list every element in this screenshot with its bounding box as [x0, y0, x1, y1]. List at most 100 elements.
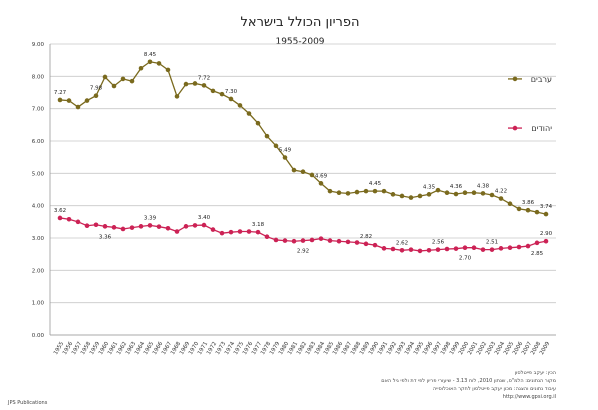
legend-marker-0 [512, 76, 518, 82]
data-point-1-1968 [174, 229, 180, 234]
data-point-0-1995 [417, 193, 423, 199]
data-point-0-2004 [498, 196, 504, 201]
data-labels: 7.27 8.45 7.98 7.72 7.30 5.49 4.69 4.45 4.35 4.36… [54, 52, 553, 262]
data-point-0-1961 [111, 83, 117, 89]
data-point-0-1981 [291, 167, 297, 173]
data-label-1-6: 2.82 [360, 234, 372, 240]
data-point-0-1986 [336, 190, 342, 196]
data-point-0-1983 [309, 172, 315, 178]
data-point-1-2008 [534, 240, 540, 246]
data-point-1-1990 [372, 242, 378, 248]
data-point-0-1964 [138, 65, 144, 71]
data-label-0-6: 4.69 [315, 173, 328, 179]
data-point-1-1974 [228, 229, 234, 235]
data-point-1-1955 [57, 215, 63, 221]
source-line-3: עיבוד נתונים והצגה: מכון יעקב פייטלסון ל… [433, 386, 556, 392]
legend-label-0: ערבים [531, 75, 552, 84]
data-point-0-1955 [57, 97, 63, 103]
gridlines [49, 43, 556, 336]
data-point-0-1999 [453, 191, 459, 197]
chart-subtitle: 1955-2009 [275, 37, 324, 47]
data-point-0-1958 [84, 98, 90, 103]
data-point-1-1998 [444, 246, 450, 252]
data-point-1-1988 [354, 240, 360, 245]
y-tick-label-6: 6.00 [32, 139, 45, 145]
data-point-1-1973 [219, 230, 225, 236]
data-label-1-9: 2.70 [459, 256, 472, 262]
data-label-0-7: 4.45 [369, 181, 382, 187]
data-point-0-1972 [210, 88, 216, 94]
data-point-1-1959 [93, 222, 99, 228]
data-point-1-1957 [75, 219, 81, 225]
y-tick-label-0: 0.00 [32, 333, 45, 339]
data-point-1-1964 [138, 224, 144, 229]
data-point-0-1992 [390, 192, 396, 197]
data-point-0-1988 [354, 189, 360, 195]
data-point-1-2003 [489, 247, 495, 252]
data-point-0-1967 [165, 67, 171, 73]
data-point-0-1970 [192, 81, 198, 86]
data-point-1-1956 [66, 216, 72, 222]
data-label-1-5: 2.92 [297, 249, 309, 255]
data-point-1-1992 [390, 246, 396, 252]
y-tick-label-2: 2.00 [32, 268, 45, 274]
data-point-1-2006 [516, 244, 522, 250]
data-point-0-1976 [246, 111, 252, 116]
data-point-0-1990 [372, 188, 378, 194]
data-point-1-1989 [363, 241, 369, 247]
data-point-1-1981 [291, 238, 297, 244]
data-point-0-1978 [264, 133, 270, 139]
data-point-0-1989 [363, 188, 369, 194]
data-label-1-7: 2.62 [396, 240, 408, 246]
data-label-0-4: 7.30 [225, 89, 238, 95]
data-point-0-1994 [408, 195, 414, 200]
data-point-0-1997 [435, 187, 441, 193]
data-point-1-1996 [426, 247, 432, 253]
data-point-1-2002 [480, 247, 486, 252]
data-point-0-2006 [516, 206, 522, 212]
data-point-1-1995 [417, 248, 423, 254]
data-point-1-1991 [381, 246, 387, 251]
y-tick-label-9: 9.00 [32, 42, 45, 48]
data-point-0-1956 [66, 98, 72, 103]
series-group [57, 59, 549, 254]
data-point-0-1962 [120, 76, 126, 82]
source-line-2: מקור הנתונים: הלמ"ס, שנתון 2010, לוח 3.1… [381, 378, 556, 384]
data-label-1-11: 2.85 [531, 251, 544, 257]
data-point-0-1973 [219, 91, 225, 97]
data-point-1-1975 [237, 229, 243, 234]
data-point-1-1961 [111, 225, 117, 230]
data-point-0-2005 [507, 201, 513, 207]
source-line-1: הכין: יעקב פייטלסון [515, 370, 556, 376]
y-axis-ticks: 0.00 1.00 2.00 3.00 4.00 5.00 6.00 7.00 8.00 9.00 [32, 42, 45, 339]
data-label-0-0: 7.27 [54, 90, 67, 96]
data-point-0-1998 [444, 190, 450, 196]
data-point-0-1969 [183, 81, 189, 87]
publisher-credit: JPS Publications [7, 400, 48, 406]
data-label-0-11: 4.22 [495, 189, 507, 195]
data-point-0-1980 [282, 155, 288, 160]
data-label-0-12: 3.86 [522, 200, 535, 206]
data-label-0-8: 4.35 [423, 184, 436, 190]
data-point-1-1963 [129, 225, 135, 230]
data-label-1-2: 3.39 [144, 215, 157, 221]
data-label-1-10: 2.51 [486, 240, 498, 246]
source-link[interactable]: http://www.gpsi.org.il [503, 394, 556, 400]
data-point-1-1962 [120, 226, 126, 232]
y-tick-label-1: 1.00 [32, 301, 45, 307]
data-label-0-1: 8.45 [144, 52, 157, 58]
data-point-0-1985 [327, 188, 333, 194]
data-label-0-2: 7.98 [90, 86, 103, 92]
data-label-0-10: 4.38 [477, 183, 490, 189]
data-label-0-13: 3.74 [540, 204, 553, 210]
data-point-0-1966 [156, 61, 162, 66]
data-point-0-2000 [462, 190, 468, 196]
data-point-1-1986 [336, 238, 342, 244]
data-point-0-1991 [381, 188, 387, 194]
data-point-0-2002 [480, 191, 486, 196]
data-label-1-0: 3.62 [54, 208, 66, 214]
data-label-0-5: 5.49 [279, 147, 292, 153]
data-point-1-1969 [183, 224, 189, 229]
data-label-1-1: 3.36 [99, 234, 112, 240]
